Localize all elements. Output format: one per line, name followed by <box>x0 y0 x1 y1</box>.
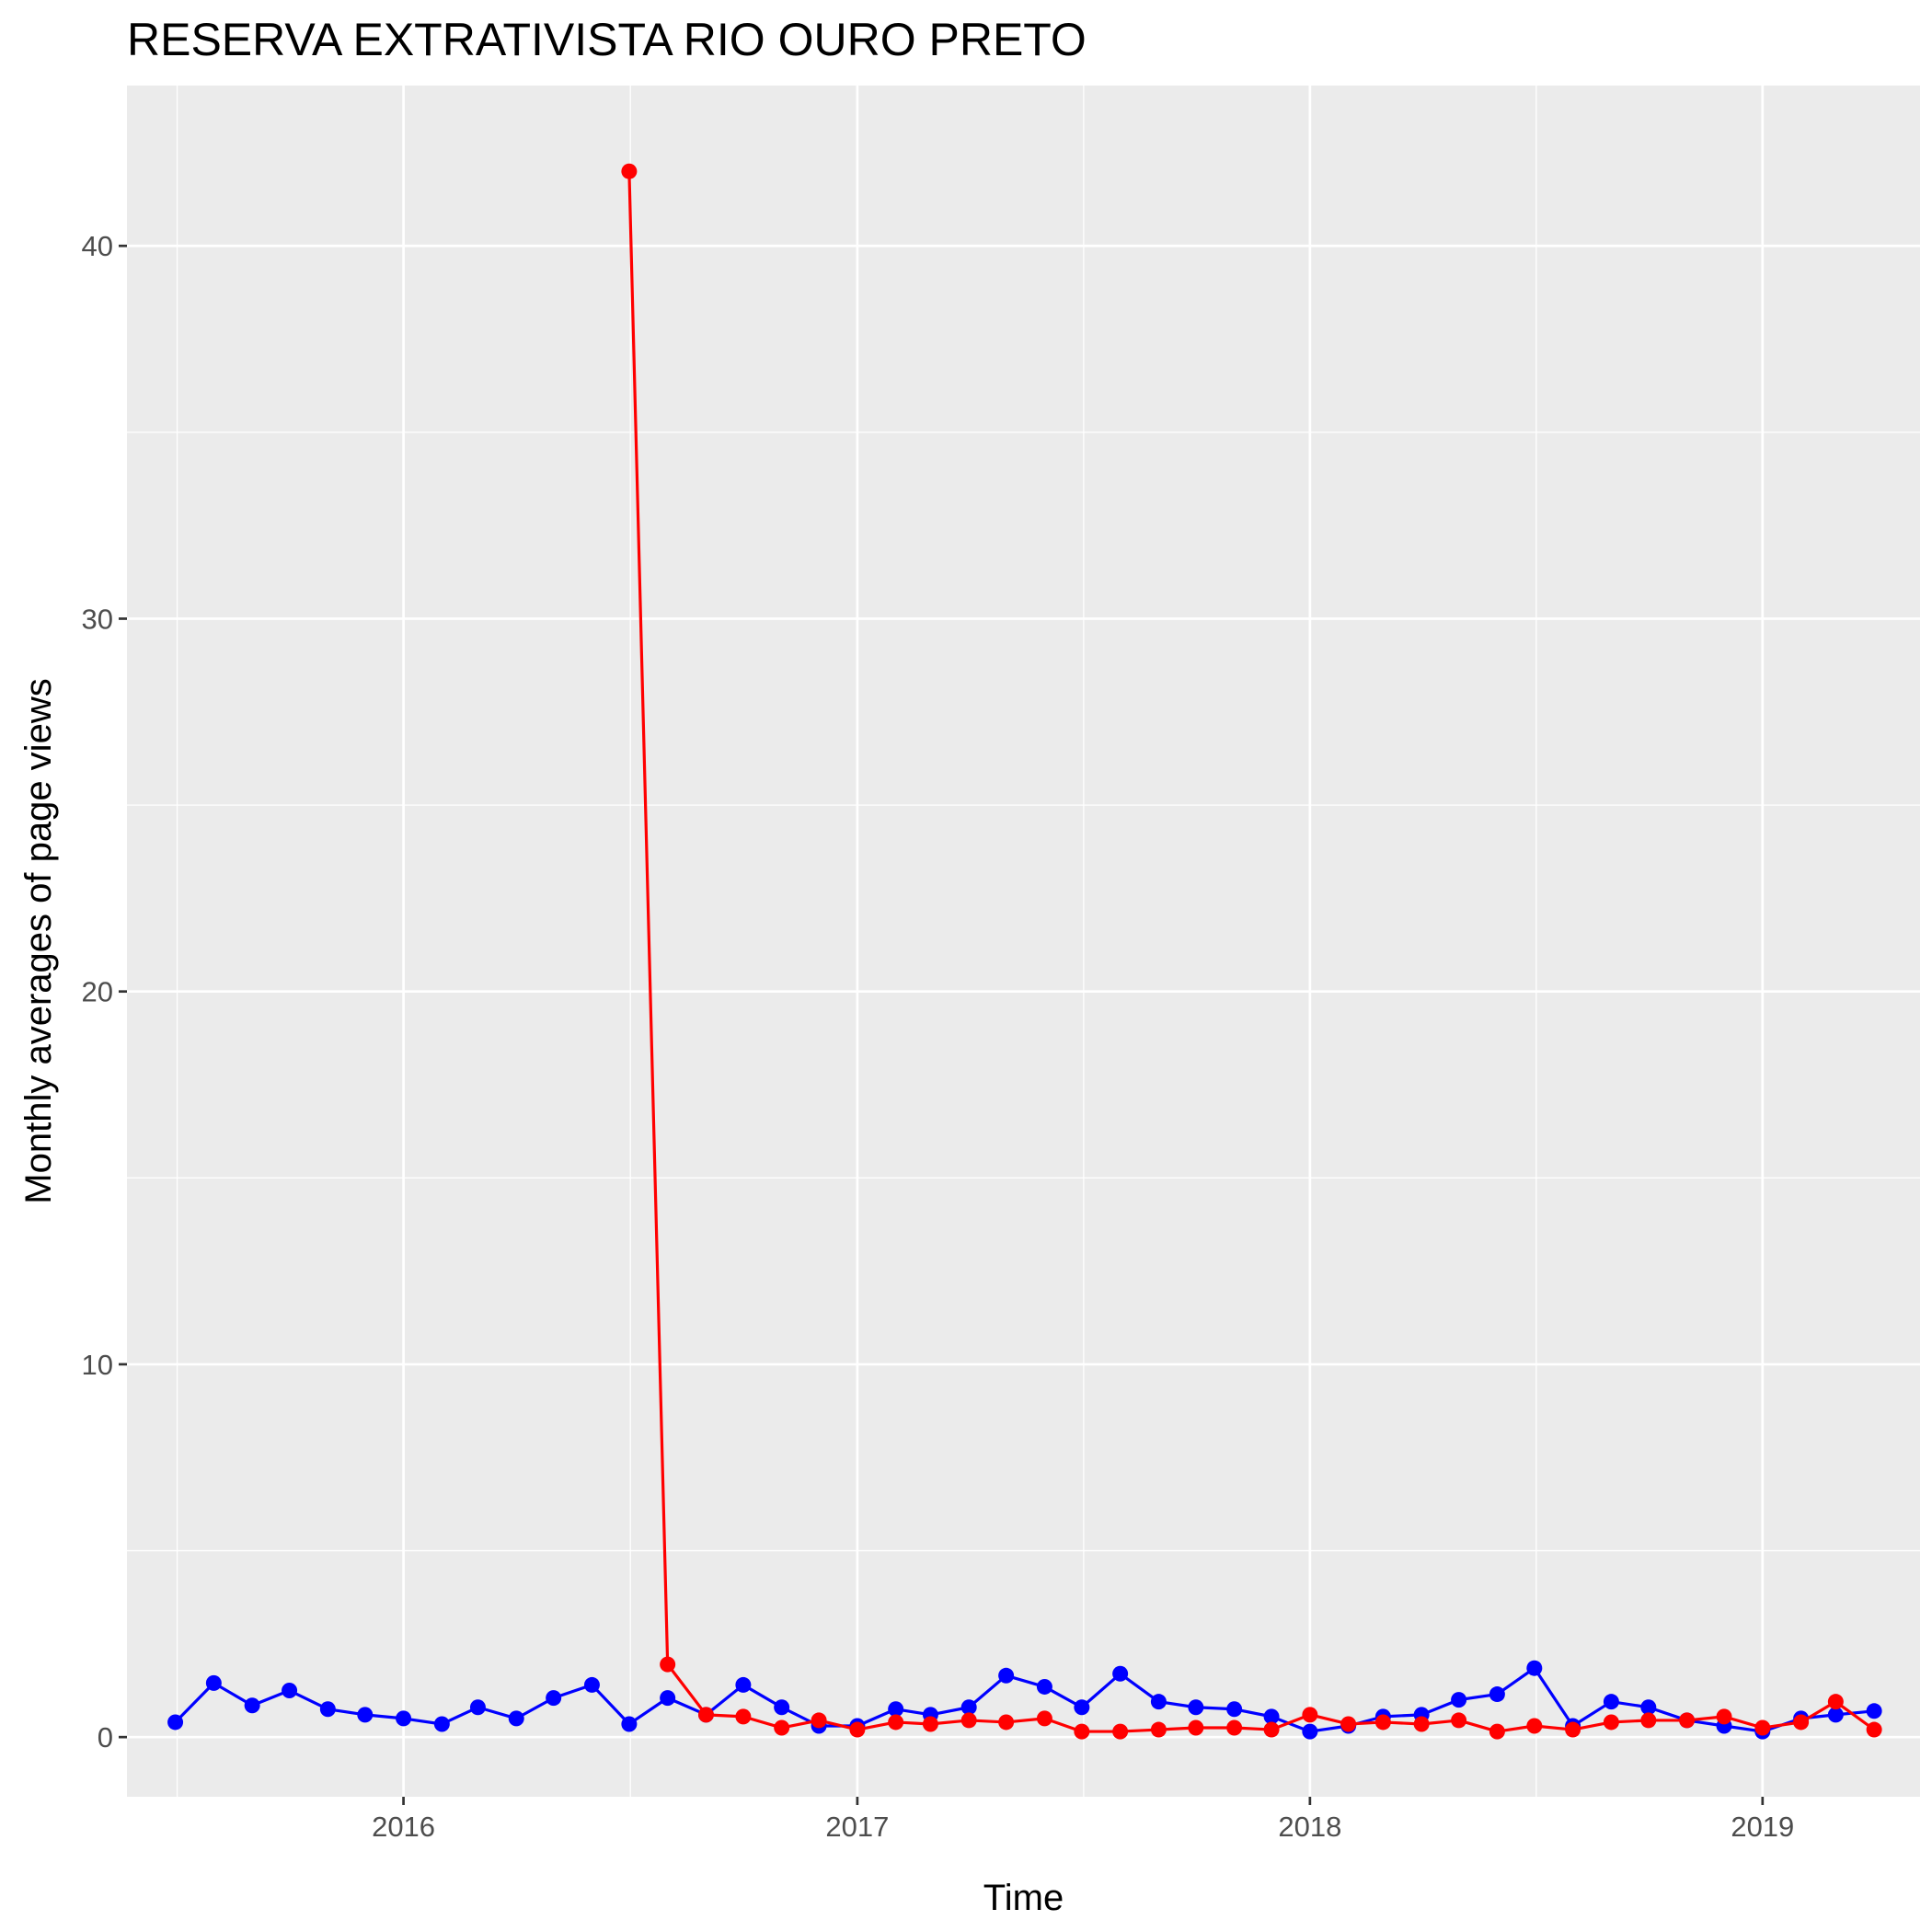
data-point <box>1074 1723 1090 1740</box>
data-point <box>697 1707 714 1723</box>
data-point <box>1679 1712 1696 1729</box>
y-tick-label: 40 <box>82 230 113 262</box>
x-tick-label: 2016 <box>372 1811 435 1843</box>
major-gridlines <box>127 86 1920 1797</box>
data-point <box>735 1676 752 1693</box>
data-point <box>998 1714 1015 1731</box>
data-point <box>1489 1723 1505 1740</box>
data-point <box>1302 1723 1318 1740</box>
data-point <box>888 1701 904 1718</box>
data-point <box>1036 1710 1052 1727</box>
series-2 <box>621 163 1882 1740</box>
data-point <box>660 1690 676 1707</box>
data-point <box>922 1716 938 1732</box>
data-point <box>469 1699 486 1716</box>
data-point <box>357 1707 374 1723</box>
data-point <box>1827 1694 1844 1710</box>
data-point <box>508 1710 524 1727</box>
data-point <box>1603 1694 1619 1710</box>
data-point <box>621 163 638 179</box>
data-point <box>1451 1692 1467 1708</box>
data-point <box>1036 1678 1052 1695</box>
y-tick-label: 10 <box>82 1349 113 1381</box>
y-tick-label: 20 <box>82 976 113 1008</box>
data-point <box>1603 1714 1619 1731</box>
data-point <box>1565 1721 1581 1738</box>
data-point <box>1374 1714 1391 1731</box>
data-point <box>1074 1699 1090 1716</box>
data-point <box>282 1683 298 1699</box>
data-point <box>888 1714 904 1731</box>
x-tick-label: 2017 <box>825 1811 889 1843</box>
chart-title: RESERVA EXTRATIVISTA RIO OURO PRETO <box>127 14 1087 65</box>
y-tick-label: 30 <box>82 603 113 635</box>
data-point <box>849 1721 866 1738</box>
series-line <box>174 1666 1875 1733</box>
data-point <box>1226 1701 1243 1718</box>
data-point <box>433 1716 450 1732</box>
data-point <box>1188 1699 1204 1716</box>
data-point <box>1263 1721 1280 1738</box>
x-tick-label: 2019 <box>1731 1811 1794 1843</box>
data-point <box>583 1676 600 1693</box>
data-point <box>1754 1719 1771 1736</box>
data-point <box>205 1674 222 1691</box>
data-point <box>960 1699 977 1716</box>
y-tick-label: 0 <box>98 1721 113 1754</box>
data-point <box>1526 1660 1543 1676</box>
data-point <box>546 1690 562 1707</box>
data-point <box>998 1667 1015 1684</box>
data-point <box>244 1697 260 1714</box>
data-point <box>1263 1708 1280 1725</box>
data-point <box>1188 1719 1204 1736</box>
series-line <box>627 171 1876 1733</box>
plot-panel <box>127 86 1920 1797</box>
data-point <box>1112 1665 1129 1682</box>
data-point <box>1302 1707 1318 1723</box>
data-point <box>319 1701 336 1718</box>
data-point <box>1866 1703 1882 1719</box>
data-point <box>1340 1716 1357 1732</box>
data-point <box>774 1699 790 1716</box>
data-point <box>1150 1694 1167 1710</box>
data-point <box>1640 1712 1657 1729</box>
data-point <box>396 1710 412 1727</box>
data-point <box>1640 1699 1657 1716</box>
data-point <box>1112 1723 1129 1740</box>
data-point <box>1489 1686 1505 1703</box>
minor-gridlines <box>127 86 1920 1797</box>
data-point <box>621 1716 638 1732</box>
data-point <box>735 1708 752 1725</box>
data-point <box>1526 1718 1543 1734</box>
x-tick-label: 2018 <box>1278 1811 1341 1843</box>
data-point <box>774 1719 790 1736</box>
data-point <box>660 1656 676 1673</box>
data-point <box>811 1712 827 1729</box>
data-point <box>1451 1712 1467 1729</box>
data-point <box>1793 1714 1810 1731</box>
data-point <box>1716 1708 1732 1725</box>
data-point <box>1413 1716 1430 1732</box>
data-point <box>1226 1719 1243 1736</box>
data-point <box>1866 1721 1882 1738</box>
data-point <box>1150 1721 1167 1738</box>
series-layer <box>167 163 1882 1740</box>
y-axis-title: Monthly averages of page views <box>18 678 59 1203</box>
data-point <box>960 1712 977 1729</box>
data-point <box>1827 1707 1844 1723</box>
axes: 0 10 20 30 40 2016 2017 2018 2019 <box>82 230 1795 1843</box>
data-point <box>167 1714 184 1731</box>
x-axis-title: Time <box>983 1878 1064 1918</box>
